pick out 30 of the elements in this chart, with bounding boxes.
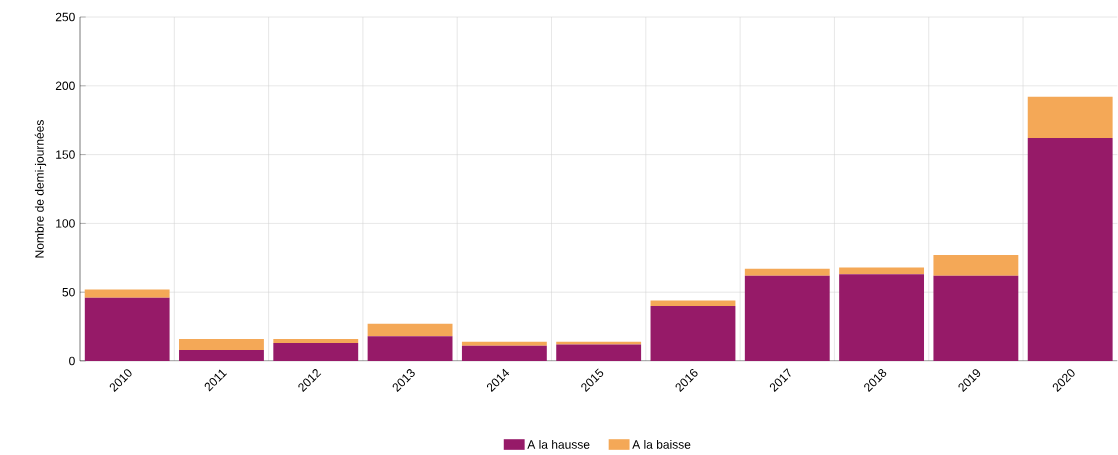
legend-label: A la hausse [527,439,590,449]
bar [839,267,925,275]
y-tick-label: 100 [56,219,75,228]
y-axis-title: Nombre de demi-journées [34,120,47,258]
bar [179,350,264,361]
bar [461,345,547,361]
y-tick-label: 0 [69,356,75,366]
bar [650,300,736,306]
y-tick-label: 150 [56,150,75,159]
bar [556,344,642,361]
bar [84,297,170,361]
bar [367,336,453,361]
bar [839,274,925,361]
bar [179,338,264,350]
bar [367,323,453,337]
bar [1027,96,1113,139]
y-tick-label: 250 [55,12,75,22]
y-tick-label: 200 [55,81,75,91]
bar [744,268,830,276]
bar [933,255,1019,276]
bar [744,275,830,361]
bar [461,341,547,346]
bar [933,275,1019,361]
legend-label: A la baisse [632,439,691,449]
bar [1027,138,1113,361]
bar [273,343,359,361]
bar [650,305,736,361]
bar [273,338,359,344]
y-tick-label: 50 [62,287,75,297]
bar [84,289,170,298]
